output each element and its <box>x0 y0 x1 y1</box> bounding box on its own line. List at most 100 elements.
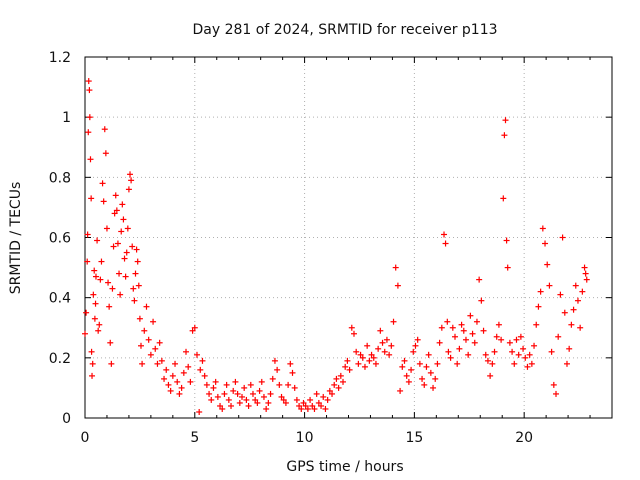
x-tick-label: 5 <box>190 430 199 446</box>
data-point-plus <box>348 324 355 331</box>
data-point-plus <box>375 345 382 352</box>
data-point-plus <box>210 384 217 391</box>
data-point-plus <box>542 240 549 247</box>
data-point-plus <box>91 267 98 274</box>
data-point-plus <box>476 276 483 283</box>
data-point-plus <box>121 255 128 262</box>
data-point-plus <box>112 192 119 199</box>
data-point-plus <box>208 396 215 403</box>
data-point-plus <box>271 357 278 364</box>
data-point-plus <box>421 381 428 388</box>
data-point-plus <box>114 240 121 247</box>
data-point-plus <box>304 405 311 412</box>
data-point-plus <box>520 345 527 352</box>
data-point-plus <box>394 282 401 289</box>
data-point-plus <box>355 360 362 367</box>
data-point-plus <box>88 195 95 202</box>
data-point-plus <box>555 333 562 340</box>
data-point-plus <box>405 378 412 385</box>
data-point-plus <box>320 393 327 400</box>
data-point-plus <box>125 186 132 193</box>
data-point-plus <box>287 360 294 367</box>
data-point-plus <box>526 351 533 358</box>
data-point-plus <box>379 339 386 346</box>
data-point-plus <box>252 396 259 403</box>
data-point-plus <box>86 114 93 121</box>
data-point-plus <box>484 357 491 364</box>
data-point-plus <box>434 360 441 367</box>
data-point-plus <box>568 321 575 328</box>
data-point-plus <box>176 390 183 397</box>
data-point-plus <box>89 360 96 367</box>
data-point-plus <box>366 357 373 364</box>
data-point-plus <box>106 303 113 310</box>
chart-title: Day 281 of 2024, SRMTID for receiver p11… <box>192 22 497 38</box>
data-point-plus <box>350 330 357 337</box>
data-point-plus <box>478 297 485 304</box>
data-point-plus <box>219 405 226 412</box>
data-point-plus <box>522 354 529 361</box>
data-point-plus <box>147 351 154 358</box>
data-point-plus <box>120 216 127 223</box>
data-point-plus <box>423 363 430 370</box>
data-point-plus <box>128 177 135 184</box>
data-point-plus <box>372 360 379 367</box>
data-point-plus <box>239 393 246 400</box>
data-point-plus <box>241 384 248 391</box>
data-point-plus <box>495 321 502 328</box>
y-tick-label: 1 <box>62 110 71 126</box>
data-point-plus <box>302 402 309 409</box>
data-point-plus <box>503 237 510 244</box>
data-point-plus <box>84 258 91 265</box>
data-point-plus <box>500 195 507 202</box>
data-point-plus <box>517 333 524 340</box>
data-point-plus <box>124 225 131 232</box>
data-point-plus <box>553 390 560 397</box>
data-point-plus <box>528 360 535 367</box>
data-point-plus <box>189 327 196 334</box>
y-tick-label: 0.2 <box>49 351 71 367</box>
y-tick-label: 0.8 <box>49 170 71 186</box>
data-point-plus <box>513 336 520 343</box>
data-point-plus <box>117 291 124 298</box>
data-point-plus <box>491 348 498 355</box>
data-point-plus <box>158 357 165 364</box>
data-point-plus <box>137 342 144 349</box>
data-point-plus <box>130 285 137 292</box>
data-point-plus <box>89 372 96 379</box>
data-point-plus <box>91 315 98 322</box>
data-point-plus <box>498 336 505 343</box>
data-point-plus <box>187 378 194 385</box>
data-point-plus <box>212 378 219 385</box>
x-tick-label: 15 <box>405 430 423 446</box>
data-point-plus <box>550 381 557 388</box>
data-point-plus <box>291 384 298 391</box>
data-point-plus <box>307 396 314 403</box>
data-point-plus <box>566 345 573 352</box>
data-point-plus <box>353 348 360 355</box>
data-point-plus <box>359 354 366 361</box>
data-point-plus <box>84 231 91 238</box>
data-point-plus <box>462 336 469 343</box>
data-point-plus <box>333 375 340 382</box>
data-point-plus <box>256 387 263 394</box>
data-point-plus <box>203 381 210 388</box>
data-point-plus <box>506 339 513 346</box>
data-point-plus <box>285 381 292 388</box>
points-layer <box>82 78 590 415</box>
data-point-plus <box>309 402 316 409</box>
data-point-plus <box>263 405 270 412</box>
data-point-plus <box>131 297 138 304</box>
data-point-plus <box>346 366 353 373</box>
data-point-plus <box>127 171 134 178</box>
data-point-plus <box>489 360 496 367</box>
data-point-plus <box>392 264 399 271</box>
y-axis-label: SRMTID / TECUs <box>8 182 24 295</box>
data-point-plus <box>572 282 579 289</box>
data-point-plus <box>383 336 390 343</box>
data-point-plus <box>236 399 243 406</box>
data-point-plus <box>113 207 120 214</box>
